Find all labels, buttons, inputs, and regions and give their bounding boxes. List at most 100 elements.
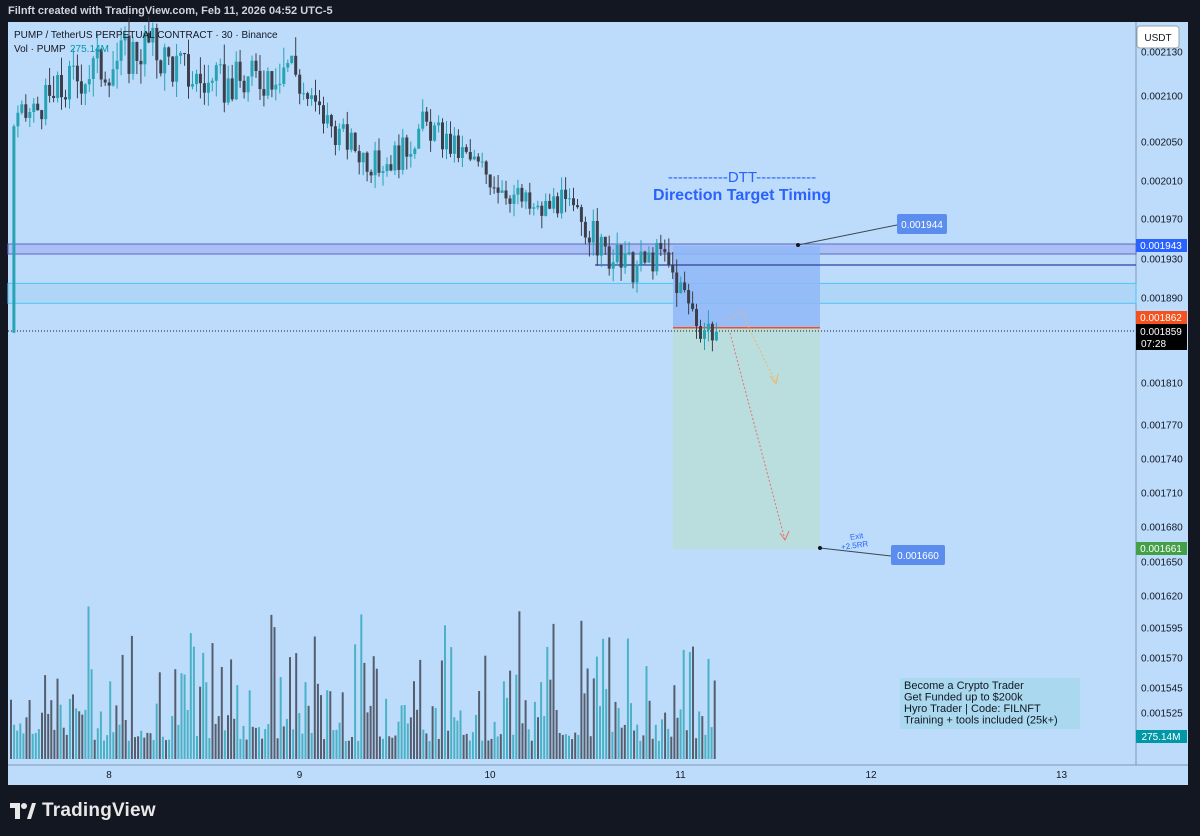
volume-bar xyxy=(586,668,589,759)
volume-bar xyxy=(28,700,31,759)
y-tick-label: 0.001620 xyxy=(1141,592,1183,603)
candle-body xyxy=(44,85,48,120)
candle-body xyxy=(560,189,564,214)
volume-bar xyxy=(192,646,195,759)
volume-bar xyxy=(118,724,121,759)
candle-body xyxy=(524,192,528,202)
volume-bar xyxy=(267,724,270,759)
candle-body xyxy=(333,126,337,145)
candle-body xyxy=(714,331,718,341)
candle-body xyxy=(456,135,460,158)
candle-body xyxy=(325,115,329,124)
volume-bar xyxy=(295,653,298,759)
volume-bar xyxy=(332,730,335,759)
chart[interactable]: 0.001944 0.001660 Exit+2.5RR ------------DT… xyxy=(0,0,1200,788)
candle-body xyxy=(171,56,175,82)
volume-bar xyxy=(298,713,301,759)
volume-bar xyxy=(168,739,171,759)
volume-bar xyxy=(645,666,648,759)
candle-body xyxy=(643,251,647,263)
candle-body xyxy=(647,252,651,263)
currency-button[interactable] xyxy=(1136,25,1180,49)
volume-bar xyxy=(127,740,130,759)
volume-bar xyxy=(378,736,381,759)
volume-bar xyxy=(397,721,400,759)
volume-bar xyxy=(50,700,53,759)
volume-bar xyxy=(124,720,127,759)
volume-badge: 275.14M xyxy=(1142,732,1181,743)
candle-body xyxy=(504,190,508,199)
volume-bar xyxy=(558,733,561,759)
volume-bar xyxy=(180,673,183,759)
candle-body xyxy=(341,124,345,129)
candle-body xyxy=(496,187,500,193)
candle-body xyxy=(476,156,480,162)
candle-body xyxy=(87,79,91,85)
volume-bar xyxy=(282,726,285,759)
volume-bar xyxy=(93,739,96,759)
candle-body xyxy=(111,69,115,86)
candle-body xyxy=(206,82,210,93)
candle-body xyxy=(683,282,687,290)
candle-body xyxy=(270,71,274,90)
volume-bar xyxy=(239,738,242,759)
volume-bar xyxy=(444,625,446,759)
candle-body xyxy=(472,156,476,160)
volume-bar xyxy=(140,730,143,759)
candle-body xyxy=(139,60,143,65)
y-tick-label: 0.001890 xyxy=(1141,294,1183,305)
y-tick-label: 0.001650 xyxy=(1141,558,1183,569)
volume-bar xyxy=(521,723,524,759)
volume-bar xyxy=(34,733,37,759)
tradingview-logo[interactable]: TradingView xyxy=(10,800,156,822)
volume-bar xyxy=(301,733,304,759)
target-label: 0.001944 xyxy=(901,220,943,231)
symbol-title: PUMP / TetherUS PERPETUAL CONTRACT · 30 … xyxy=(14,30,278,41)
volume-bar xyxy=(478,691,481,759)
candle-body xyxy=(28,112,32,118)
volume-bar xyxy=(47,713,50,759)
volume-bar xyxy=(22,733,25,759)
volume-bar xyxy=(242,725,245,759)
candle-body xyxy=(409,154,413,157)
volume-bar xyxy=(84,709,87,759)
volume-bar xyxy=(72,694,74,759)
candle-body xyxy=(508,198,512,204)
candle-body xyxy=(429,121,433,141)
volume-bar xyxy=(307,705,310,759)
volume-bar xyxy=(375,668,378,759)
volume-bar xyxy=(679,709,682,759)
x-tick-label: 13 xyxy=(1056,770,1068,781)
candle-body xyxy=(127,35,131,74)
candle-body xyxy=(611,262,615,269)
candle-body xyxy=(103,79,107,83)
entry-price-badge: 0.001862 xyxy=(1140,313,1182,324)
candle-body xyxy=(361,152,365,163)
volume-bar xyxy=(667,728,670,759)
volume-bar xyxy=(227,715,229,759)
candle-body xyxy=(135,41,139,61)
volume-bar xyxy=(177,724,180,759)
candle-body xyxy=(36,103,40,111)
volume-bar xyxy=(75,708,78,759)
volume-bar xyxy=(230,659,233,759)
volume-bar xyxy=(96,728,99,759)
volume-bar xyxy=(217,716,220,759)
volume-bar xyxy=(440,660,443,759)
volume-bar xyxy=(326,690,329,759)
candle-body xyxy=(40,110,44,120)
countdown-badge: 07:28 xyxy=(1141,339,1166,350)
projection-arrowhead-alt xyxy=(769,373,779,386)
y-tick-label: 0.001595 xyxy=(1141,624,1183,635)
volume-bar xyxy=(515,674,518,759)
x-tick-label: 11 xyxy=(675,770,686,781)
volume-bar xyxy=(103,740,105,759)
volume-bar xyxy=(56,678,59,759)
candle-body xyxy=(294,55,298,75)
candle-body xyxy=(151,27,155,43)
volume-bar xyxy=(475,715,477,759)
candle-body xyxy=(528,192,532,209)
volume-bar xyxy=(323,739,326,759)
volume-legend-label: Vol · PUMP xyxy=(14,44,66,55)
volume-bar xyxy=(447,730,450,759)
